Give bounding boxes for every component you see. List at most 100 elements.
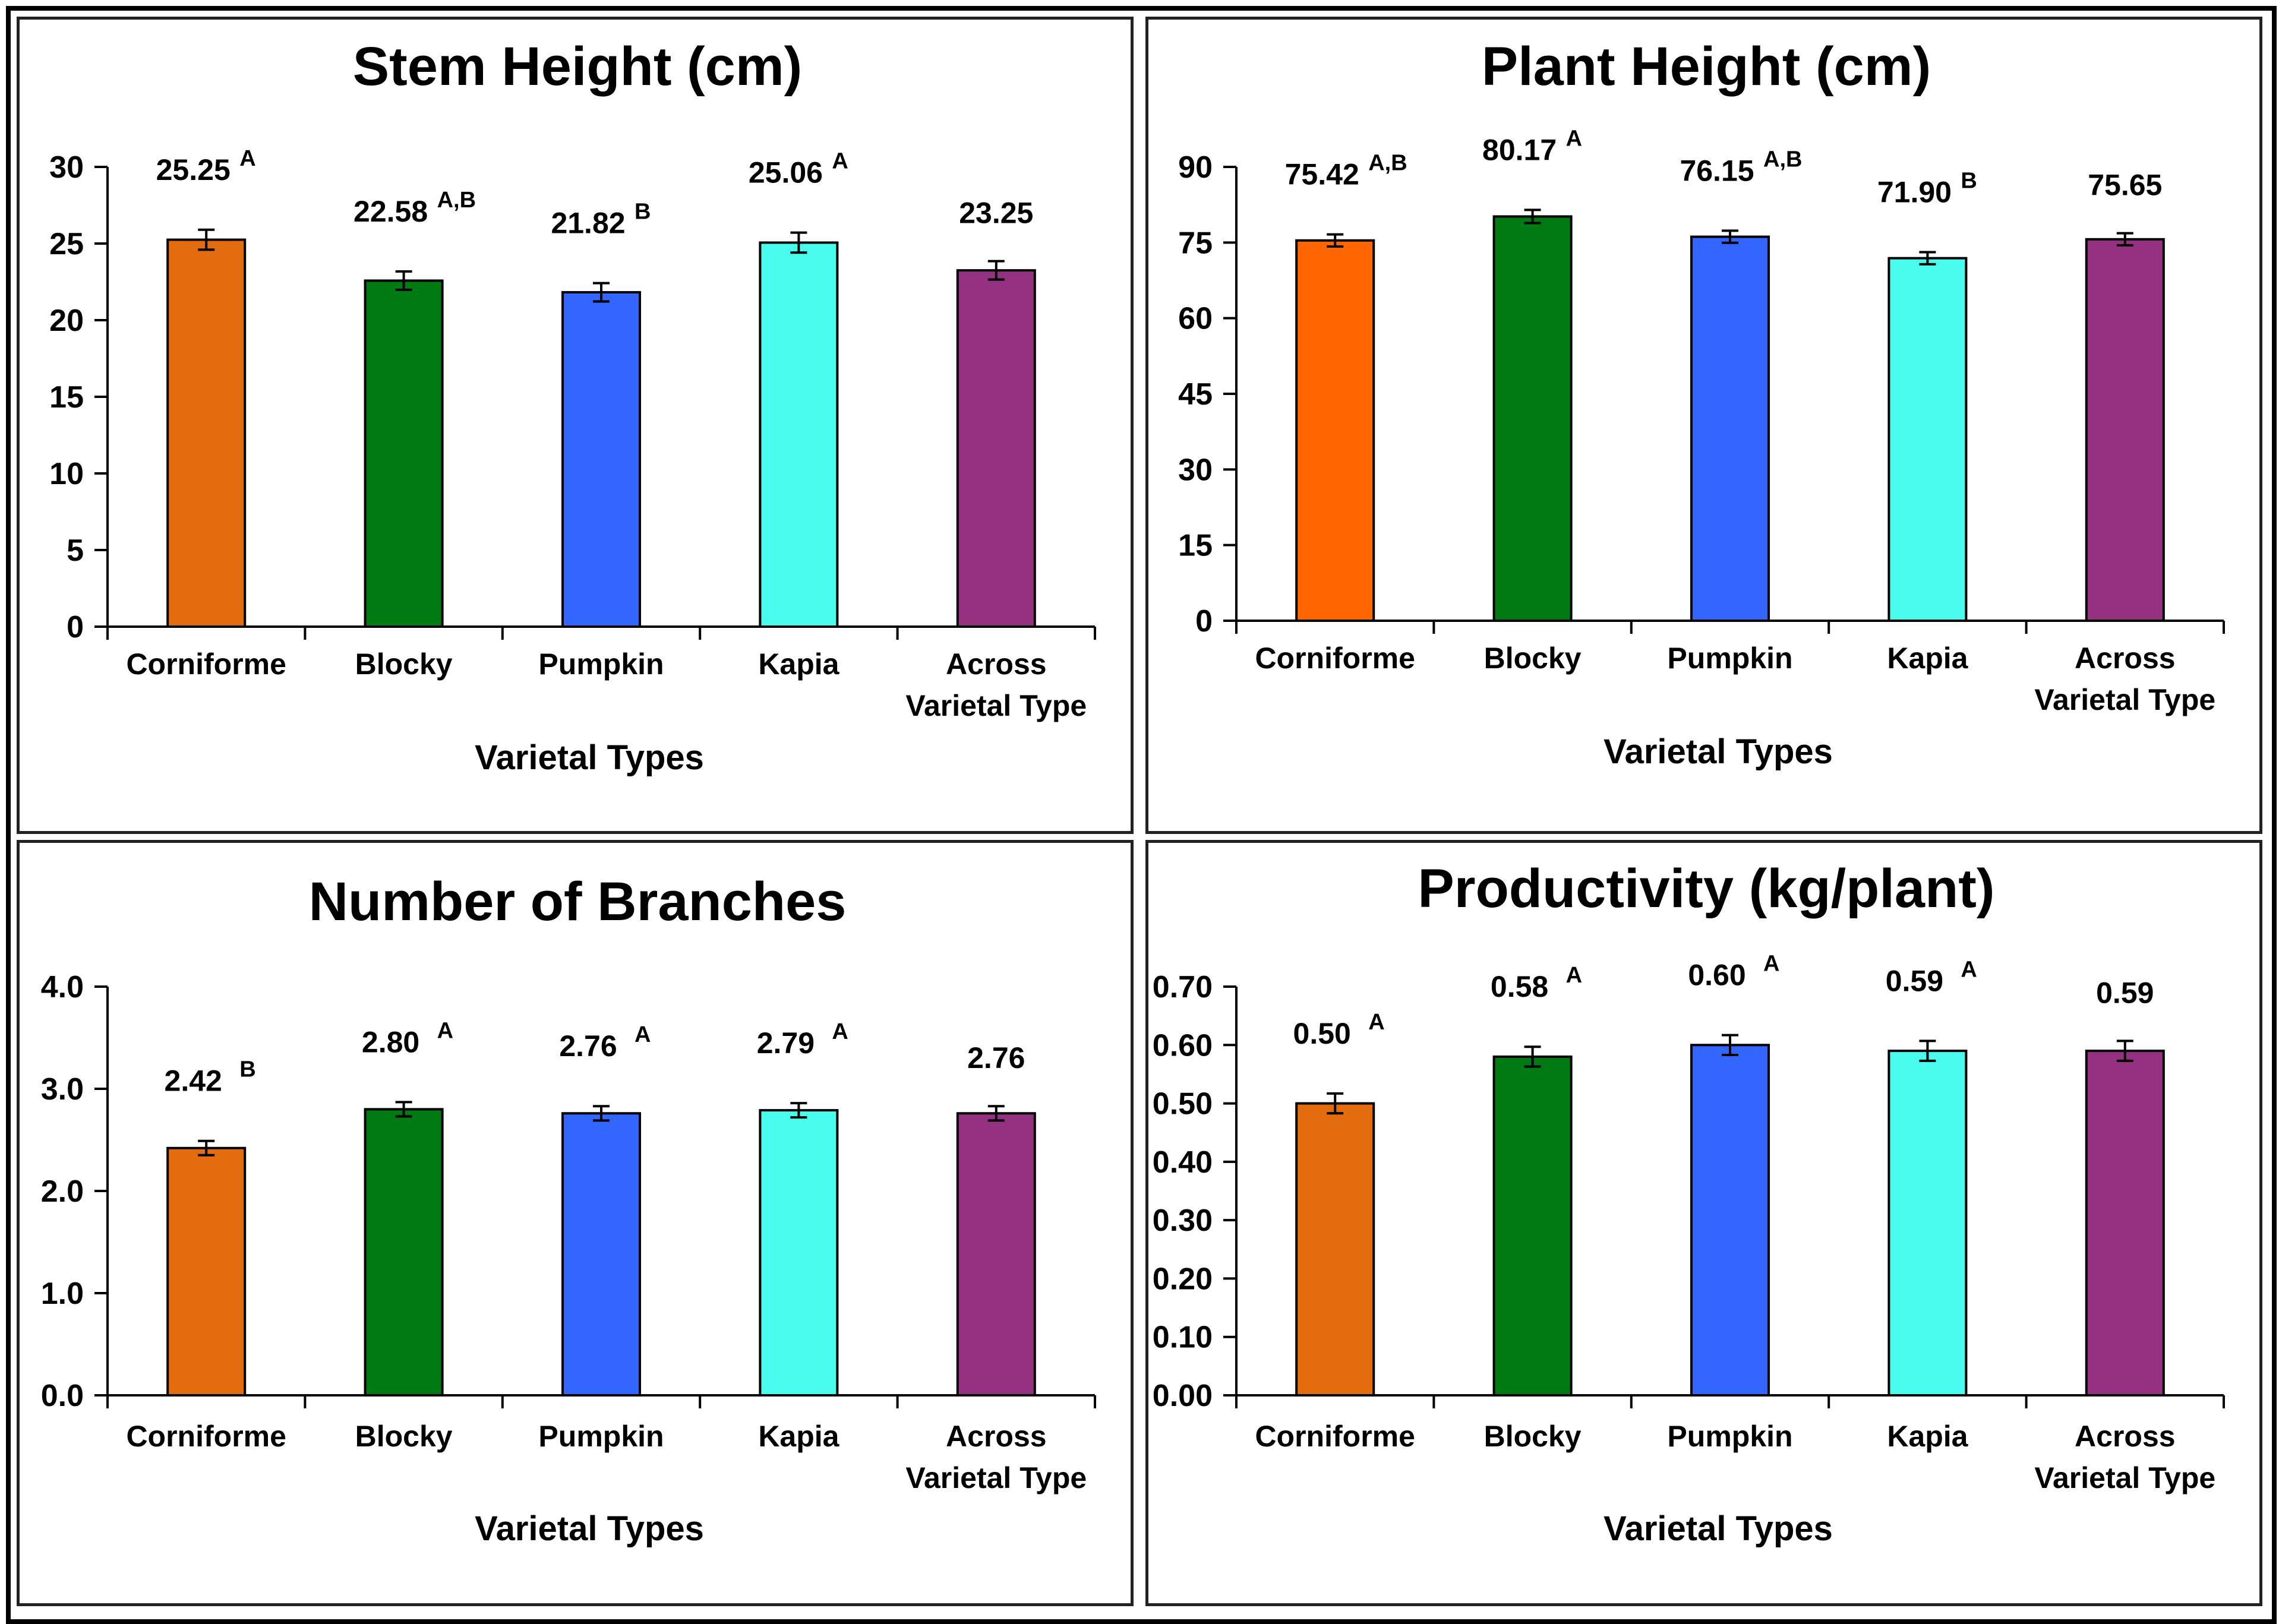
productivity-category-label: Corniforme bbox=[1255, 1420, 1415, 1453]
branches-category-label: Pumpkin bbox=[538, 1420, 664, 1453]
stem-height-significance-label: A,B bbox=[437, 188, 476, 213]
branches-significance-label: A bbox=[832, 1019, 848, 1044]
branches-bar bbox=[759, 1109, 839, 1396]
branches-bar bbox=[956, 1112, 1036, 1396]
branches-chart: Number of Branches 0.0 1.0 2.0 3.0 4.0 2.42 B Co… bbox=[41, 871, 1096, 1548]
stem-height-title: Stem Height (cm) bbox=[353, 36, 803, 97]
branches-bar bbox=[166, 1146, 247, 1396]
plant-height-y-tick-label: 60 bbox=[1178, 302, 1213, 336]
plant-height-significance-label: A bbox=[1566, 126, 1582, 151]
plant-height-value-label: 75.42 bbox=[1285, 158, 1359, 191]
stem-height-y-tick-label: 30 bbox=[49, 150, 84, 185]
stem-height-bar bbox=[759, 241, 839, 628]
plant-height-bar bbox=[1295, 239, 1375, 622]
stem-height-significance-label: A bbox=[239, 146, 255, 171]
productivity-y-tick-label: 0.40 bbox=[1153, 1145, 1213, 1180]
productivity-x-axis-title: Varietal Types bbox=[1603, 1509, 1833, 1548]
plant-height-significance-label: A,B bbox=[1368, 151, 1407, 176]
plant-height-value-label: 71.90 bbox=[1877, 175, 1952, 208]
productivity-value-label: 0.59 bbox=[2096, 976, 2154, 1009]
branches-bar bbox=[561, 1112, 641, 1396]
stem-height-value-label: 23.25 bbox=[959, 197, 1033, 230]
stem-height-y-tick-label: 5 bbox=[67, 533, 84, 568]
branches-y-tick-label: 4.0 bbox=[41, 970, 84, 1004]
stem-height-y-tick-label: 0 bbox=[67, 610, 84, 644]
branches-value-label: 2.79 bbox=[757, 1026, 815, 1060]
plant-height-bar bbox=[2085, 238, 2165, 622]
plant-height-category-label: Varietal Type bbox=[2034, 683, 2215, 716]
plant-height-category-label: Blocky bbox=[1484, 642, 1582, 675]
stem-height-value-label: 25.06 bbox=[749, 156, 823, 189]
branches-category-label: Corniforme bbox=[126, 1420, 286, 1453]
productivity-value-label: 0.58 bbox=[1491, 970, 1548, 1003]
stem-height-category-label: Kapia bbox=[758, 647, 839, 681]
productivity-bar bbox=[1295, 1102, 1375, 1396]
plant-height-y-tick-label: 75 bbox=[1178, 226, 1213, 260]
plant-height-chart: Plant Height (cm) 0 15 30 45 60 75 90 75.42 A,B Co… bbox=[1178, 36, 2225, 771]
plant-height-panel: Plant Height (cm) 0 15 30 45 60 75 90 75.42 A,B Co… bbox=[1145, 17, 2262, 834]
productivity-value-label: 0.50 bbox=[1293, 1017, 1351, 1050]
plant-height-significance-label: B bbox=[1961, 168, 1977, 193]
productivity-y-tick-label: 0.70 bbox=[1153, 970, 1213, 1004]
branches-panel: Number of Branches 0.0 1.0 2.0 3.0 4.0 2.42 B Co… bbox=[17, 840, 1134, 1606]
stem-height-y-tick-label: 25 bbox=[49, 227, 84, 261]
branches-y-tick-label: 0.0 bbox=[41, 1379, 84, 1413]
stem-height-bar bbox=[956, 269, 1036, 628]
stem-height-significance-label: B bbox=[635, 200, 651, 225]
branches-y-tick-label: 2.0 bbox=[41, 1174, 84, 1209]
stem-height-chart: Stem Height (cm) 0 5 10 15 20 25 30 25.25 A Cornif… bbox=[49, 36, 1096, 777]
plant-height-category-label: Across bbox=[2075, 642, 2176, 675]
stem-height-y-tick-label: 15 bbox=[49, 380, 84, 415]
plant-height-bar bbox=[1492, 215, 1573, 622]
stem-height-category-label: Corniforme bbox=[126, 647, 286, 681]
productivity-value-label: 0.59 bbox=[1886, 964, 1943, 997]
productivity-y-tick-label: 0.60 bbox=[1153, 1028, 1213, 1063]
productivity-bar bbox=[1690, 1044, 1770, 1396]
productivity-category-label: Kapia bbox=[1887, 1420, 1968, 1453]
plant-height-x-axis-title: Varietal Types bbox=[1603, 732, 1833, 771]
plant-height-y-tick-label: 0 bbox=[1195, 604, 1213, 639]
stem-height-value-label: 22.58 bbox=[353, 195, 428, 228]
branches-title: Number of Branches bbox=[309, 871, 847, 932]
productivity-significance-label: A bbox=[1368, 1010, 1384, 1035]
productivity-y-tick-label: 0.20 bbox=[1153, 1262, 1213, 1296]
plant-height-category-label: Corniforme bbox=[1255, 642, 1415, 675]
productivity-bar bbox=[2085, 1050, 2165, 1397]
branches-y-tick-label: 3.0 bbox=[41, 1072, 84, 1107]
stem-height-y-tick-label: 20 bbox=[49, 304, 84, 338]
productivity-significance-label: A bbox=[1566, 963, 1582, 988]
productivity-y-tick-label: 0.50 bbox=[1153, 1087, 1213, 1121]
stem-height-category-label: Across bbox=[946, 647, 1047, 681]
stem-height-panel: Stem Height (cm) 0 5 10 15 20 25 30 25.25 A Cornif… bbox=[17, 17, 1134, 834]
plant-height-value-label: 76.15 bbox=[1680, 154, 1754, 187]
branches-value-label: 2.80 bbox=[362, 1025, 419, 1059]
stem-height-significance-label: A bbox=[832, 149, 848, 174]
stem-height-category-label: Blocky bbox=[355, 647, 453, 681]
stem-height-bar bbox=[364, 279, 444, 628]
productivity-category-label: Varietal Type bbox=[2034, 1461, 2215, 1495]
productivity-value-label: 0.60 bbox=[1688, 959, 1745, 992]
branches-category-label: Kapia bbox=[758, 1420, 839, 1453]
plant-height-y-tick-label: 30 bbox=[1178, 453, 1213, 487]
branches-value-label: 2.76 bbox=[967, 1041, 1025, 1075]
branches-value-label: 2.76 bbox=[559, 1029, 617, 1063]
plant-height-y-tick-label: 15 bbox=[1178, 529, 1213, 563]
stem-height-value-label: 25.25 bbox=[156, 153, 231, 187]
stem-height-y-tick-label: 10 bbox=[49, 457, 84, 491]
productivity-y-tick-label: 0.30 bbox=[1153, 1203, 1213, 1238]
stem-height-x-axis-title: Varietal Types bbox=[475, 738, 704, 777]
branches-category-label: Varietal Type bbox=[905, 1461, 1087, 1495]
plant-height-significance-label: A,B bbox=[1763, 147, 1802, 172]
plant-height-y-tick-label: 90 bbox=[1178, 150, 1213, 185]
branches-bar bbox=[364, 1108, 444, 1396]
productivity-title: Productivity (kg/plant) bbox=[1418, 858, 1994, 919]
branches-significance-label: A bbox=[437, 1018, 453, 1043]
productivity-y-tick-label: 0.00 bbox=[1153, 1379, 1213, 1413]
plant-height-value-label: 80.17 bbox=[1482, 133, 1557, 166]
branches-category-label: Across bbox=[946, 1420, 1047, 1453]
productivity-category-label: Blocky bbox=[1484, 1420, 1582, 1453]
plant-height-category-label: Pumpkin bbox=[1667, 642, 1792, 675]
branches-x-axis-title: Varietal Types bbox=[475, 1509, 704, 1548]
productivity-bar bbox=[1887, 1050, 1968, 1397]
